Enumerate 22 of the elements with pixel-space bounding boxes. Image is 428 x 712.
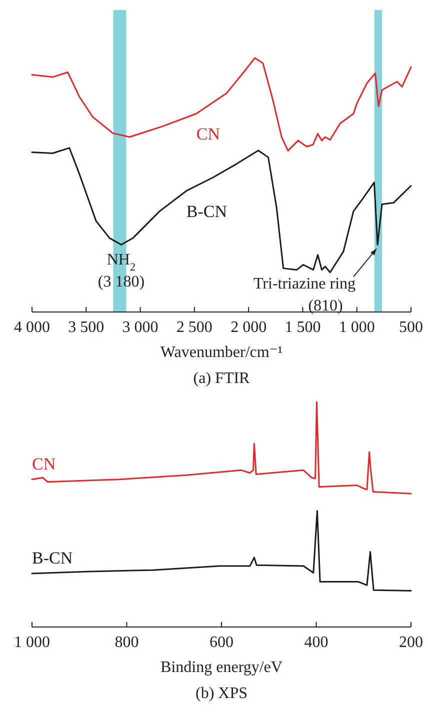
- x-tick-label: 1 000: [14, 634, 50, 651]
- x-tick-label: 3 500: [68, 319, 104, 336]
- x-tick-label: 400: [304, 634, 328, 651]
- series-label: B-CN: [32, 548, 73, 568]
- x-tick-label: 800: [114, 634, 139, 651]
- x-axis-title: Binding energy/eV: [160, 659, 283, 676]
- x-tick-label: 600: [210, 634, 234, 651]
- series-label: CN: [32, 454, 56, 474]
- series-label: B-CN: [186, 202, 228, 221]
- x-tick-label: 2 500: [176, 319, 212, 336]
- x-tick-label: 1 000: [338, 319, 375, 336]
- text: (b) XPS: [195, 685, 248, 702]
- x-tick-label: 2 000: [230, 319, 267, 336]
- text: (a) FTIR: [193, 370, 250, 387]
- x-tick-label: 500: [399, 319, 423, 336]
- annotation: Tri-triazine ring (810): [253, 276, 356, 315]
- series-label: CN: [196, 124, 220, 144]
- x-tick-label: 3 000: [122, 319, 158, 336]
- x-tick-label: 4 000: [14, 319, 50, 336]
- x-tick-label: 1 500: [284, 319, 321, 336]
- x-axis-title: Wavenumber/cm⁻¹: [160, 344, 283, 361]
- x-tick-label: 200: [399, 634, 423, 651]
